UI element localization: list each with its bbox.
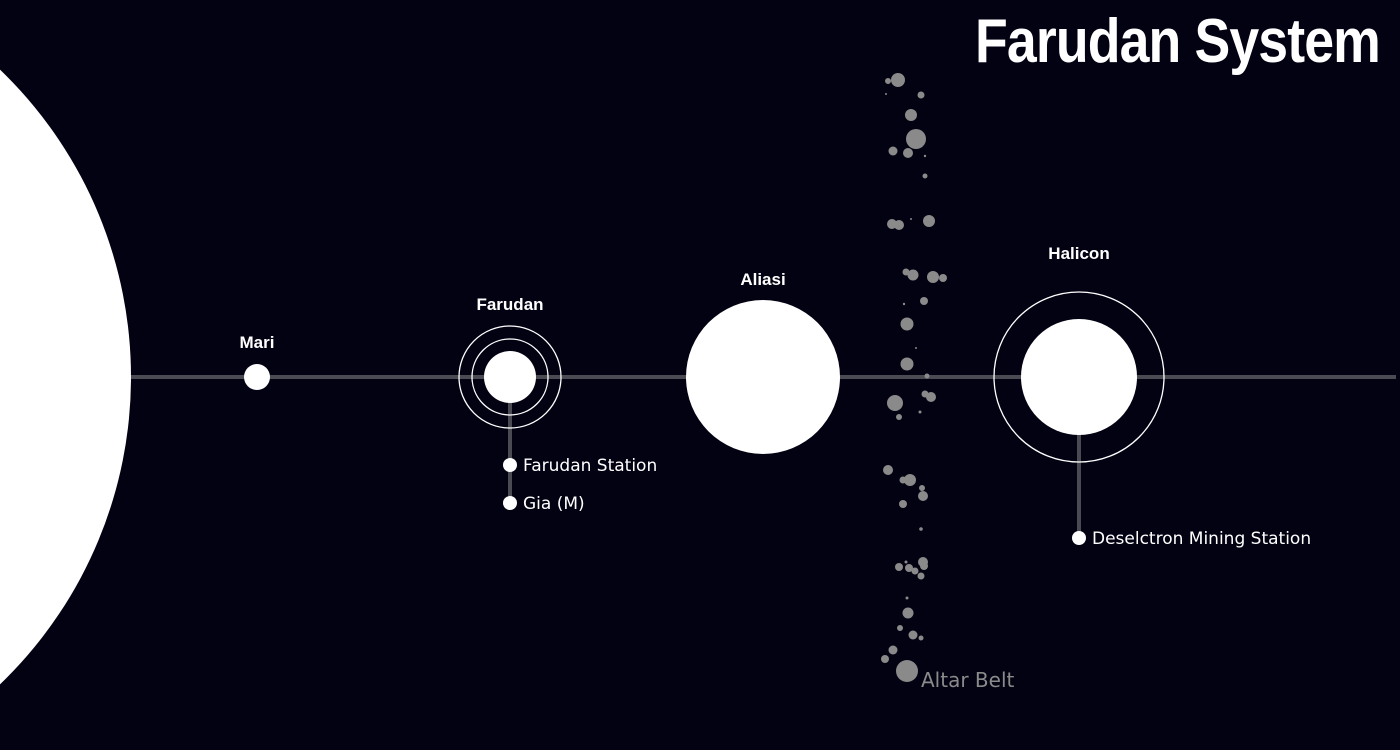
asteroid	[939, 274, 947, 282]
asteroid	[927, 271, 939, 283]
planet-mari: Mari	[240, 333, 275, 390]
asteroid	[917, 572, 925, 580]
satellite-farudan-station-marker	[503, 458, 517, 472]
asteroid	[924, 373, 930, 379]
belt-label: Altar Belt	[921, 668, 1014, 692]
asteroid	[911, 567, 919, 575]
asteroid	[897, 625, 903, 631]
asteroid	[883, 465, 893, 475]
satellite-gia-label: Gia (M)	[523, 494, 585, 514]
asteroid	[887, 395, 903, 411]
asteroid	[896, 414, 902, 420]
asteroid	[907, 269, 919, 281]
planet-farudan-label: Farudan	[476, 295, 543, 314]
planet-aliasi: Aliasi	[686, 270, 840, 454]
planet-farudan-body	[484, 351, 536, 403]
asteroid	[906, 129, 926, 149]
asteroid	[902, 302, 906, 306]
asteroid	[902, 607, 914, 619]
asteroid	[923, 154, 927, 158]
asteroid	[917, 91, 925, 99]
asteroid	[896, 660, 918, 682]
asteroid	[920, 562, 928, 570]
page-title: Farudan System	[975, 7, 1380, 76]
asteroid	[926, 392, 936, 402]
planet-halicon: Halicon Deselctron Mining Station	[993, 244, 1311, 549]
asteroid	[881, 655, 889, 663]
planet-farudan-ring-outer	[458, 325, 562, 429]
star	[0, 69, 131, 685]
asteroid	[885, 93, 887, 95]
planet-halicon-label: Halicon	[1048, 244, 1109, 263]
planet-aliasi-label: Aliasi	[740, 270, 785, 289]
asteroid	[905, 109, 917, 121]
asteroid	[891, 73, 905, 87]
asteroid	[900, 317, 914, 331]
asteroid	[919, 527, 923, 531]
asteroid	[918, 491, 928, 501]
planet-farudan-ring-inner	[471, 338, 549, 416]
asteroid	[888, 645, 898, 655]
planet-aliasi-body	[686, 300, 840, 454]
asteroid	[919, 485, 925, 491]
asteroid	[894, 220, 904, 230]
planet-halicon-body	[1021, 319, 1137, 435]
asteroid	[904, 474, 916, 486]
asteroid	[910, 218, 912, 220]
asteroid	[905, 564, 913, 572]
asteroid	[903, 148, 913, 158]
asteroid	[908, 630, 918, 640]
asteroid	[915, 347, 917, 349]
asteroid	[904, 560, 908, 564]
asteroid	[923, 215, 935, 227]
asteroid	[922, 173, 928, 179]
satellite-farudan-station-label: Farudan Station	[523, 456, 657, 476]
satellite-gia-marker	[503, 496, 517, 510]
asteroid	[888, 146, 898, 156]
asteroid	[918, 635, 924, 641]
asteroid-belt	[881, 73, 947, 682]
asteroid	[920, 297, 928, 305]
asteroid	[885, 78, 891, 84]
asteroid	[895, 563, 903, 571]
asteroid	[918, 410, 922, 414]
planet-mari-label: Mari	[240, 333, 275, 352]
satellite-deselctron-label: Deselctron Mining Station	[1092, 529, 1311, 549]
asteroid	[900, 357, 914, 371]
asteroid	[899, 500, 907, 508]
asteroid	[905, 596, 909, 600]
planet-farudan: Farudan Farudan Station Gia (M)	[458, 295, 657, 514]
planet-mari-body	[244, 364, 270, 390]
planet-halicon-ring	[993, 291, 1165, 463]
satellite-deselctron-marker	[1072, 531, 1086, 545]
